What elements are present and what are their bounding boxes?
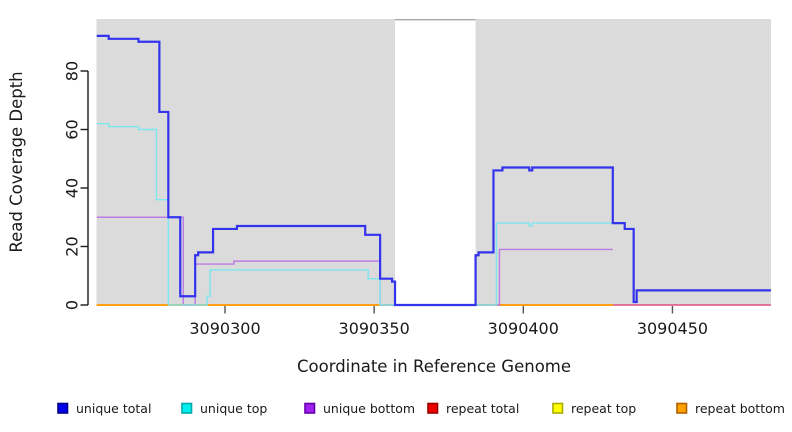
legend-swatch (57, 402, 69, 414)
x-tick-label: 3090400 (488, 319, 559, 338)
legend-label: unique total (76, 401, 151, 416)
legend-label: repeat total (446, 401, 519, 416)
legend-item-repeat-bottom: repeat bottom (676, 401, 785, 416)
legend-label: unique bottom (323, 401, 415, 416)
x-tick-label: 3090450 (637, 319, 708, 338)
series-line-unique-total (96, 34, 771, 307)
x-axis-title: Coordinate in Reference Genome (297, 357, 571, 376)
legend-swatch (181, 402, 193, 414)
series-line-unique-bottom (96, 216, 613, 306)
legend-item-repeat-top: repeat top (552, 401, 636, 416)
legend-swatch (427, 402, 439, 414)
series-line-unique-top (96, 122, 613, 306)
x-tick-label: 3090300 (189, 319, 260, 338)
legend-swatch (552, 402, 564, 414)
y-tick-label: 80 (63, 61, 82, 81)
y-tick-label: 60 (63, 119, 82, 139)
y-tick-label: 40 (63, 178, 82, 198)
legend-label: unique top (200, 401, 267, 416)
x-tick-label: 3090350 (339, 319, 410, 338)
legend-item-unique-top: unique top (181, 401, 267, 416)
no-data-gap-region (395, 19, 476, 305)
legend-label: repeat top (571, 401, 636, 416)
legend-item-unique-total: unique total (57, 401, 151, 416)
legend-item-repeat-total: repeat total (427, 401, 519, 416)
y-tick-label: 0 (63, 300, 82, 310)
legend-swatch (676, 402, 688, 414)
y-tick-label: 20 (63, 236, 82, 256)
legend-label: repeat bottom (695, 401, 785, 416)
legend-swatch (304, 402, 316, 414)
legend-item-unique-bottom: unique bottom (304, 401, 415, 416)
y-axis-title: Read Coverage Depth (7, 71, 26, 252)
